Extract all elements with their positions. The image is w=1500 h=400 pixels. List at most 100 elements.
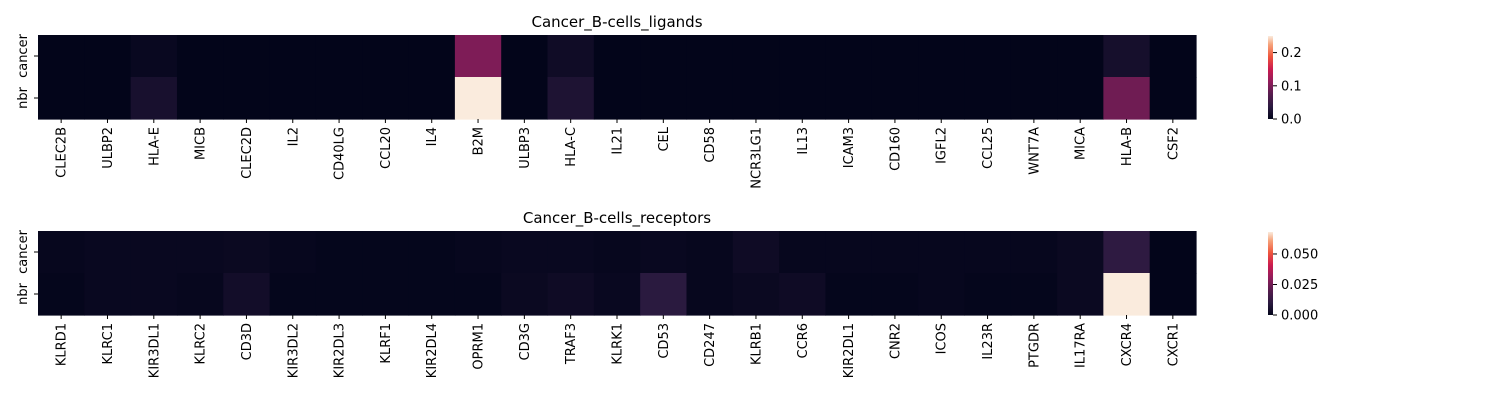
column-label: WNT7A bbox=[1027, 127, 1042, 175]
heatmap-cell bbox=[640, 35, 688, 78]
heatmap-cell bbox=[362, 77, 410, 120]
column-label: KLRK1 bbox=[611, 323, 626, 365]
heatmap-cell bbox=[918, 77, 965, 120]
heatmap-cell bbox=[223, 273, 271, 316]
column-label: KIR2DL3 bbox=[333, 323, 348, 378]
heatmap-cell bbox=[686, 273, 734, 316]
column-label: IL23R bbox=[981, 323, 996, 360]
column-label: IL21 bbox=[611, 127, 626, 155]
heatmap-cell bbox=[825, 35, 873, 78]
heatmap-cell bbox=[964, 35, 1012, 78]
heatmap-cell bbox=[593, 231, 641, 274]
heatmap-cell bbox=[732, 273, 780, 316]
column-label: ICOS bbox=[935, 323, 950, 354]
heatmap-cell bbox=[918, 231, 965, 274]
column-label: KLRC1 bbox=[101, 323, 116, 365]
heatmap-cell bbox=[779, 35, 827, 78]
column-label: KLRF1 bbox=[379, 323, 394, 364]
heatmap-cell bbox=[501, 231, 549, 274]
heatmap-cell bbox=[547, 35, 595, 78]
heatmap-cell bbox=[1057, 231, 1104, 274]
heatmap-cell bbox=[547, 273, 595, 316]
heatmap-cell bbox=[269, 35, 317, 78]
receptors-heatmap-panel: Cancer_B-cells_receptors cancer nbr KLRD1… bbox=[16, 209, 1318, 378]
column-label: CD247 bbox=[703, 323, 718, 367]
heatmap-cell bbox=[1103, 231, 1151, 274]
heatmap-cell bbox=[454, 273, 502, 316]
column-label: CLEC2B bbox=[55, 127, 70, 178]
heatmap-cell bbox=[1010, 273, 1058, 316]
heatmap-cell bbox=[686, 35, 734, 78]
heatmap-cell bbox=[825, 273, 873, 316]
heatmap-cell bbox=[640, 231, 688, 274]
heatmap-cell bbox=[825, 77, 873, 120]
heatmap-cell bbox=[408, 77, 456, 120]
heatmap-cell bbox=[84, 231, 132, 274]
column-label: KIR2DL1 bbox=[842, 323, 857, 378]
heatmap-cell bbox=[640, 273, 688, 316]
heatmap-cell bbox=[593, 35, 641, 78]
column-label: ULBP3 bbox=[518, 127, 533, 169]
heatmap-cell bbox=[269, 77, 317, 120]
colorbar bbox=[1268, 36, 1273, 119]
heatmap-cell bbox=[269, 231, 317, 274]
column-label: KIR3DL2 bbox=[286, 323, 301, 378]
heatmap-cell bbox=[1103, 35, 1151, 78]
heatmap-cell bbox=[501, 273, 549, 316]
heatmap-cell bbox=[593, 273, 641, 316]
heatmap-cell bbox=[1149, 35, 1197, 78]
heatmap-cell bbox=[362, 231, 410, 274]
heatmap-cell bbox=[1103, 77, 1151, 120]
heatmap-cell bbox=[454, 231, 502, 274]
colorbar-tick-label: 0.0 bbox=[1281, 113, 1302, 128]
heatmap-cell bbox=[871, 35, 919, 78]
heatmap-cell bbox=[1149, 273, 1197, 316]
column-label: CCL20 bbox=[379, 127, 394, 169]
column-label: IL13 bbox=[796, 127, 811, 155]
heatmap-cell bbox=[362, 273, 410, 316]
heatmap-cell bbox=[964, 231, 1012, 274]
heatmap-cell bbox=[408, 273, 456, 316]
column-label: CLEC2D bbox=[240, 127, 255, 179]
column-label: OPRM1 bbox=[472, 323, 487, 370]
colorbar-tick-label: 0.000 bbox=[1281, 309, 1318, 324]
colorbar-tick-label: 0.025 bbox=[1281, 278, 1318, 293]
heatmap-cell bbox=[454, 35, 502, 78]
heatmap-cell bbox=[454, 77, 502, 120]
column-label: KLRD1 bbox=[55, 323, 70, 366]
heatmap-cell bbox=[315, 231, 363, 274]
heatmap-cell bbox=[640, 77, 688, 120]
heatmap-cell bbox=[315, 273, 363, 316]
row-label: cancer bbox=[16, 33, 31, 77]
heatmap-cell bbox=[223, 35, 271, 78]
heatmap-cell bbox=[1010, 231, 1058, 274]
heatmap-cell bbox=[501, 77, 549, 120]
heatmap-cell bbox=[223, 77, 271, 120]
heatmap-cell bbox=[38, 273, 85, 316]
heatmap-cell bbox=[1149, 231, 1197, 274]
heatmap-cell bbox=[38, 35, 85, 78]
heatmap-cell bbox=[1149, 77, 1197, 120]
column-label: IL4 bbox=[425, 127, 440, 146]
heatmap-cell bbox=[176, 77, 224, 120]
column-label: CD3G bbox=[518, 323, 533, 360]
heatmap-cell bbox=[918, 35, 965, 78]
heatmap-cell bbox=[38, 231, 85, 274]
heatmap-cell bbox=[408, 231, 456, 274]
column-label: KIR2DL4 bbox=[425, 323, 440, 378]
column-label: CD40LG bbox=[333, 127, 348, 180]
row-label: nbr bbox=[16, 282, 31, 304]
heatmap-cell bbox=[1057, 273, 1104, 316]
column-label: CD53 bbox=[657, 323, 672, 359]
column-label: CD3D bbox=[240, 323, 255, 360]
heatmap-cell bbox=[223, 231, 271, 274]
column-label: ICAM3 bbox=[842, 127, 857, 168]
heatmap-cell bbox=[176, 231, 224, 274]
heatmap-cell bbox=[686, 77, 734, 120]
heatmap-cell bbox=[732, 77, 780, 120]
column-label: HLA-B bbox=[1120, 127, 1135, 166]
heatmap-cell bbox=[130, 231, 178, 274]
column-label: CCR6 bbox=[796, 323, 811, 358]
heatmap-cell bbox=[871, 273, 919, 316]
heatmap-cell bbox=[362, 35, 410, 78]
